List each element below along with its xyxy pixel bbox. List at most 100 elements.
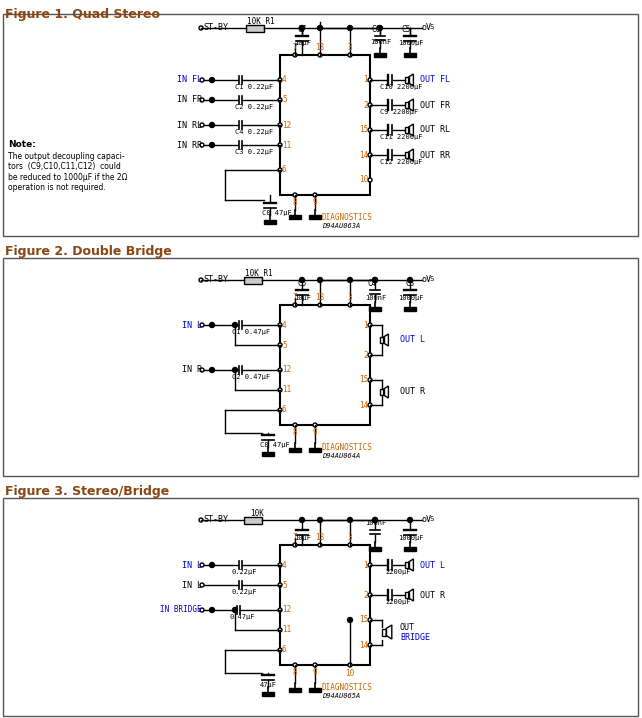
Bar: [405, 127, 408, 133]
Circle shape: [348, 663, 352, 667]
Text: C8 47μF: C8 47μF: [262, 210, 291, 216]
Circle shape: [200, 78, 204, 82]
Circle shape: [368, 128, 372, 132]
Text: C7: C7: [298, 26, 308, 34]
Text: 11: 11: [282, 141, 291, 149]
Circle shape: [368, 153, 372, 157]
Text: D94AU063A: D94AU063A: [322, 223, 360, 229]
Text: ST-BY: ST-BY: [203, 24, 228, 32]
Circle shape: [209, 142, 214, 147]
Text: ST-BY: ST-BY: [203, 516, 228, 525]
Text: 4: 4: [282, 320, 286, 330]
Circle shape: [368, 403, 372, 407]
Bar: [405, 102, 408, 108]
Text: 1: 1: [363, 561, 368, 569]
Text: 1000μF: 1000μF: [398, 535, 424, 541]
Circle shape: [278, 78, 282, 82]
Text: 7: 7: [293, 293, 297, 302]
Circle shape: [293, 543, 297, 547]
Text: 7: 7: [293, 43, 297, 52]
Bar: [244, 276, 262, 284]
Text: 9: 9: [313, 198, 317, 207]
Text: 12: 12: [282, 605, 291, 615]
Circle shape: [278, 323, 282, 327]
Circle shape: [372, 277, 377, 282]
Circle shape: [278, 583, 282, 587]
Bar: [280, 55, 370, 195]
Text: The output decoupling capaci-
tors  (C9,C10,C11,C12)  could
be reduced to 1000μF: The output decoupling capaci- tors (C9,C…: [8, 152, 128, 192]
Text: 2200μF: 2200μF: [385, 569, 410, 575]
Bar: [264, 220, 276, 224]
Text: C4: C4: [367, 279, 376, 287]
Text: C5: C5: [402, 26, 412, 34]
Bar: [374, 53, 386, 57]
Bar: [3, 498, 638, 716]
Text: 47μF: 47μF: [260, 682, 277, 688]
Text: IN R: IN R: [182, 365, 202, 375]
Bar: [280, 545, 370, 665]
Text: 1: 1: [363, 320, 368, 330]
Circle shape: [209, 98, 214, 103]
Text: 2: 2: [363, 350, 368, 360]
Text: 15: 15: [359, 376, 368, 385]
Text: DIAGNOSTICS: DIAGNOSTICS: [322, 213, 373, 222]
Circle shape: [200, 323, 204, 327]
Circle shape: [278, 168, 282, 172]
Text: IN L: IN L: [182, 580, 202, 589]
Circle shape: [408, 518, 413, 523]
Bar: [405, 592, 408, 598]
Text: OUT FR: OUT FR: [420, 101, 450, 110]
Bar: [404, 547, 416, 551]
Bar: [404, 307, 416, 311]
Circle shape: [313, 193, 317, 197]
Text: 0.22μF: 0.22μF: [232, 569, 257, 575]
Circle shape: [293, 663, 297, 667]
Text: 10μF: 10μF: [294, 40, 311, 46]
Bar: [244, 516, 262, 523]
Circle shape: [209, 322, 214, 327]
Circle shape: [200, 98, 204, 102]
Text: 9: 9: [313, 668, 317, 677]
Text: 10K R1: 10K R1: [245, 269, 273, 277]
Circle shape: [278, 368, 282, 372]
Text: 13: 13: [315, 293, 325, 302]
Text: C3 0.22μF: C3 0.22μF: [235, 149, 273, 155]
Text: 7: 7: [293, 533, 297, 542]
Circle shape: [200, 143, 204, 147]
Text: OUT RR: OUT RR: [420, 151, 450, 159]
Text: IN RL: IN RL: [177, 121, 202, 129]
Text: 5: 5: [282, 340, 286, 350]
Text: 14: 14: [359, 640, 368, 650]
Text: OUT R: OUT R: [400, 388, 425, 396]
Circle shape: [368, 593, 372, 597]
Text: C10 2200μF: C10 2200μF: [380, 84, 422, 90]
Bar: [309, 688, 321, 692]
Text: OUT FL: OUT FL: [420, 75, 450, 85]
Circle shape: [278, 123, 282, 127]
Bar: [309, 448, 321, 452]
Circle shape: [209, 607, 214, 612]
Text: 1000μF: 1000μF: [398, 40, 424, 46]
Bar: [382, 628, 386, 635]
Circle shape: [293, 53, 297, 57]
Circle shape: [347, 277, 352, 282]
Text: 6: 6: [282, 166, 286, 174]
Text: 9: 9: [313, 428, 317, 437]
Bar: [369, 547, 381, 551]
Circle shape: [372, 277, 377, 282]
Circle shape: [368, 103, 372, 107]
Circle shape: [318, 543, 322, 547]
Circle shape: [313, 423, 317, 427]
Circle shape: [368, 78, 372, 82]
Text: S: S: [430, 516, 434, 522]
Circle shape: [318, 518, 322, 523]
Bar: [380, 337, 384, 343]
Text: C12 2200μF: C12 2200μF: [380, 159, 422, 165]
Circle shape: [278, 388, 282, 392]
Text: IN RR: IN RR: [177, 141, 202, 149]
Bar: [289, 688, 301, 692]
Text: 3: 3: [348, 43, 352, 52]
Circle shape: [278, 563, 282, 567]
Bar: [405, 77, 408, 83]
Text: IN FL: IN FL: [177, 75, 202, 85]
